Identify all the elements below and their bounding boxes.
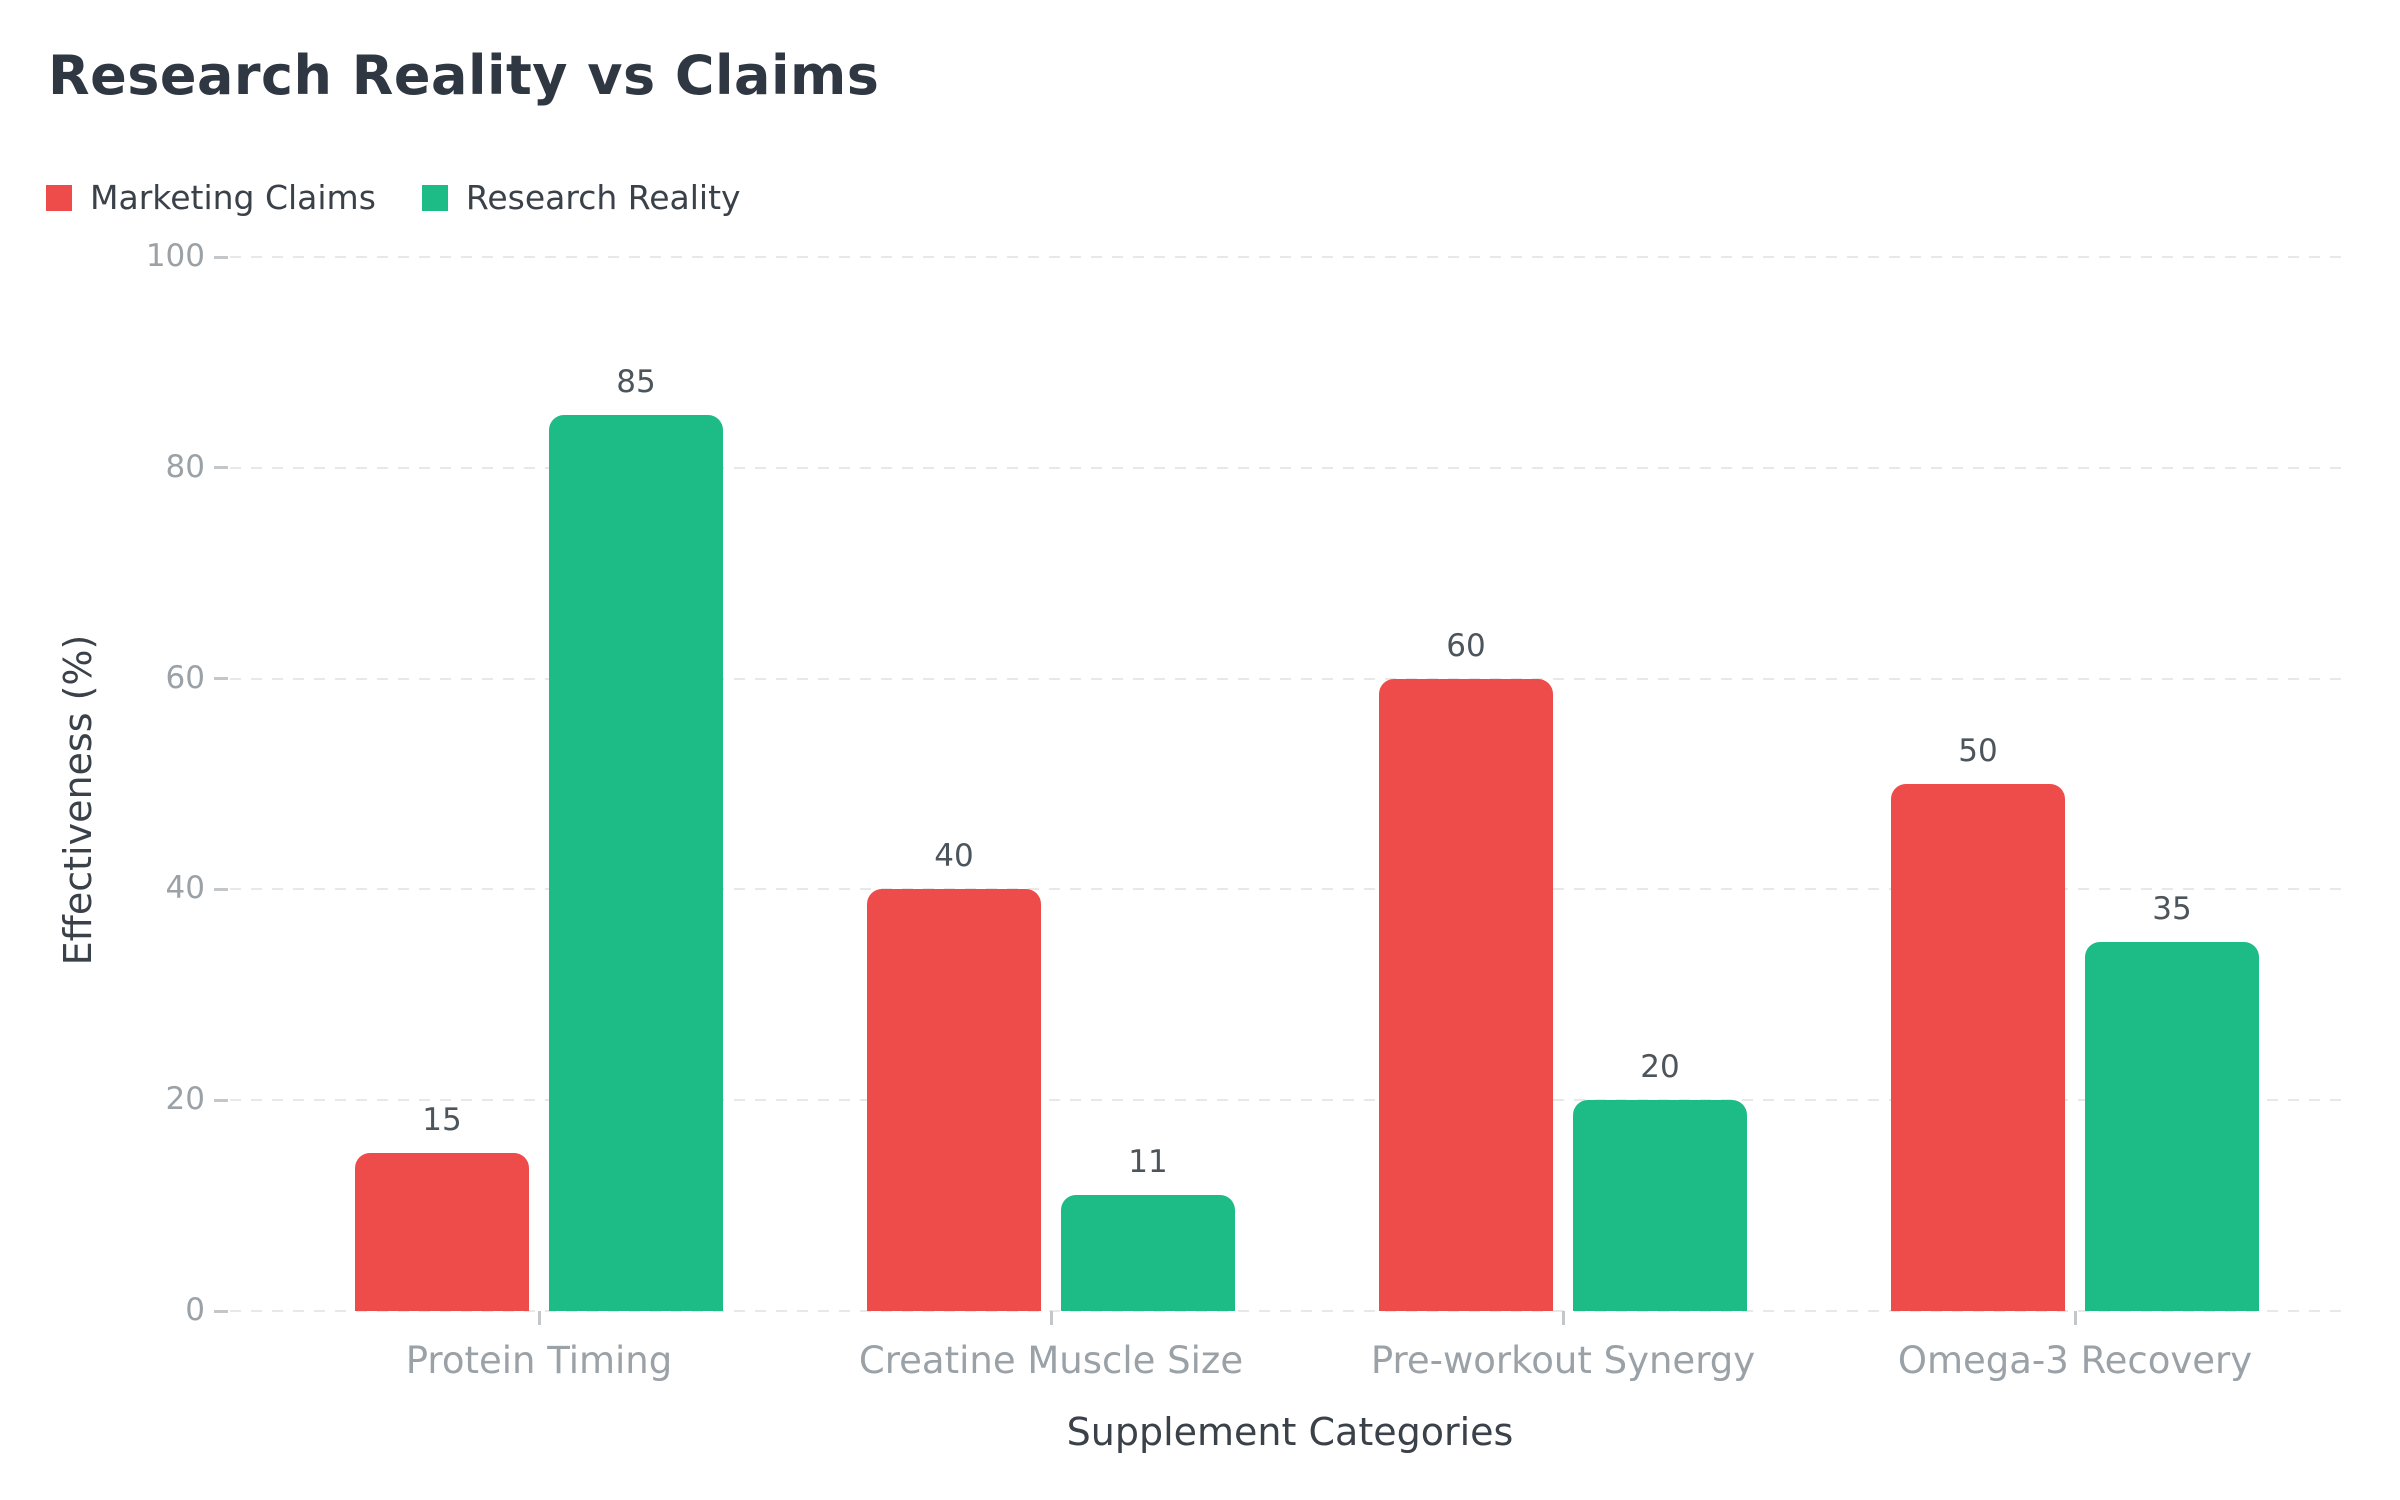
bar-value-label: 20 [1640, 1049, 1680, 1086]
gridline [230, 677, 2350, 680]
x-tick-mark [537, 1311, 541, 1325]
x-tick-mark [1561, 1311, 1565, 1325]
x-tick-mark [1049, 1311, 1053, 1325]
y-axis-title: Effectiveness (%) [56, 634, 100, 966]
y-tick-mark [214, 677, 228, 681]
bar [2085, 942, 2259, 1311]
bar [1573, 1100, 1747, 1311]
gridline [230, 1099, 2350, 1102]
legend-item-label: Marketing Claims [90, 178, 376, 217]
bar-value-label: 50 [1958, 733, 1998, 769]
x-category-label: Pre-workout Synergy [1370, 1339, 1756, 1382]
legend-item-label: Research Reality [465, 178, 741, 217]
y-tick-label: 20 [165, 1081, 205, 1118]
legend-swatch-marketing-claims [46, 184, 72, 211]
bar [1061, 1195, 1235, 1311]
x-category-label: Creatine Muscle Size [858, 1339, 1244, 1382]
bar [1379, 678, 1553, 1311]
y-tick-mark [214, 887, 228, 891]
gridline [230, 256, 2350, 258]
bar-value-label: 15 [422, 1101, 462, 1138]
page-title: Research Reality vs Claims [48, 44, 880, 107]
legend: Marketing Claims Research Reality [46, 178, 741, 217]
y-tick-label: 100 [145, 238, 205, 274]
gridline [230, 888, 2350, 891]
bar [867, 889, 1041, 1311]
legend-swatch-research-reality [421, 184, 448, 211]
bar-value-label: 35 [2152, 891, 2192, 928]
y-tick-mark [214, 466, 228, 470]
y-tick-label: 60 [165, 659, 205, 696]
y-tick-mark [214, 1098, 228, 1102]
y-tick-mark [214, 255, 228, 259]
x-category-label: Protein Timing [405, 1339, 673, 1382]
legend-item-marketing-claims: Marketing Claims [46, 178, 376, 217]
legend-item-research-reality: Research Reality [421, 178, 741, 217]
bar [549, 415, 723, 1311]
x-category-label: Omega-3 Recovery [1897, 1339, 2253, 1382]
x-axis-title: Supplement Categories [1066, 1410, 1514, 1454]
y-tick-label: 40 [165, 870, 205, 907]
y-tick-label: 0 [185, 1292, 205, 1328]
y-tick-label: 80 [165, 448, 205, 485]
bar-value-label: 85 [616, 364, 656, 401]
bar [355, 1152, 529, 1311]
bar-value-label: 60 [1446, 627, 1486, 664]
gridline [230, 466, 2350, 469]
bar-value-label: 11 [1128, 1144, 1168, 1181]
bar-value-label: 40 [934, 838, 974, 875]
gridline [230, 1310, 2350, 1312]
x-tick-mark [2073, 1311, 2077, 1325]
y-tick-mark [214, 1309, 228, 1313]
bar [1891, 784, 2065, 1311]
